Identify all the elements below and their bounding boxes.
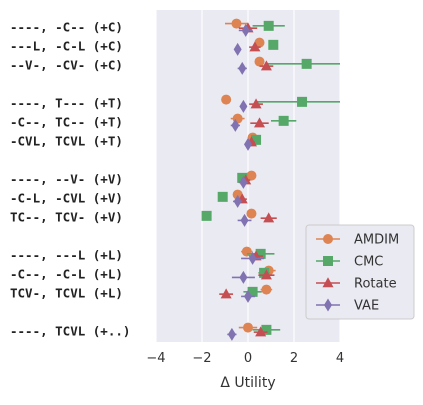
legend-marker — [323, 234, 333, 244]
y-tick-label: TCV-, TCVL (+L) — [10, 286, 123, 301]
legend-marker — [324, 298, 332, 312]
data-point — [260, 60, 272, 71]
y-tick-label: ----, TCVL (+..) — [10, 324, 130, 339]
series-cmc — [201, 20, 340, 335]
data-point — [259, 267, 270, 278]
data-point — [254, 117, 265, 128]
y-tick-label: TC--, TCV- (+V) — [10, 210, 123, 225]
data-point — [255, 326, 267, 337]
data-point — [261, 324, 272, 335]
series-amdim — [221, 18, 276, 333]
data-point — [217, 191, 228, 202]
data-point — [201, 210, 212, 221]
data-point — [250, 98, 262, 109]
legend-marker — [323, 256, 333, 266]
data-point — [301, 58, 312, 69]
data-point — [263, 212, 275, 223]
y-tick-label: -CVL, TCVL (+T) — [10, 134, 123, 149]
x-tick-label: 2 — [290, 351, 298, 366]
data-marks — [201, 18, 340, 341]
data-point — [220, 288, 232, 299]
data-point — [241, 23, 250, 37]
x-tick-label: −2 — [192, 351, 211, 366]
x-axis-ticks: −4 −2 0 2 4 — [146, 351, 344, 366]
data-point — [247, 286, 258, 297]
y-tick-label: ----, ---L (+L) — [10, 248, 123, 263]
y-tick-label: -C--, TC-- (+T) — [10, 115, 123, 130]
data-point — [246, 208, 257, 219]
legend-label: AMDIM — [354, 233, 399, 248]
legend-label: VAE — [354, 299, 379, 314]
legend-marker — [322, 277, 334, 288]
x-tick-label: −4 — [146, 351, 165, 366]
data-point — [254, 56, 265, 67]
data-point — [233, 42, 242, 56]
data-point — [261, 284, 272, 295]
x-tick-label: 4 — [336, 351, 344, 366]
data-point — [231, 18, 242, 29]
data-point — [268, 39, 279, 50]
y-tick-label: -C--, -C-L (+L) — [10, 267, 123, 282]
y-tick-label: ----, -C-- (+C) — [10, 20, 123, 35]
y-tick-label: --V-, -CV- (+C) — [10, 58, 123, 73]
y-tick-label: -C-L, -CVL (+V) — [10, 191, 123, 206]
legend-label: CMC — [354, 255, 383, 270]
data-point — [233, 194, 242, 208]
y-tick-label: ----, T--- (+T) — [10, 96, 123, 111]
data-point — [254, 37, 265, 48]
data-point — [239, 270, 248, 284]
data-point — [241, 246, 252, 257]
series-vae — [227, 23, 265, 341]
data-point — [232, 189, 243, 200]
data-point — [248, 251, 257, 265]
data-point — [239, 99, 248, 113]
y-tick-label: ----, --V- (+V) — [10, 172, 123, 187]
data-point — [244, 289, 252, 303]
data-point — [260, 269, 272, 280]
data-point — [231, 118, 240, 132]
data-point — [251, 134, 262, 145]
legend-label: Rotate — [354, 277, 397, 292]
data-point — [249, 41, 261, 52]
data-point — [255, 248, 266, 259]
data-point — [238, 61, 247, 75]
y-tick-label: ---L, -C-L (+C) — [10, 39, 123, 54]
data-point — [246, 170, 257, 181]
data-point — [263, 20, 274, 31]
x-axis-label: Δ Utility — [220, 375, 275, 391]
x-tick-label: 0 — [244, 351, 252, 366]
data-point — [240, 213, 249, 227]
legend-box — [305, 224, 415, 320]
data-point — [243, 322, 253, 333]
data-point — [244, 137, 252, 151]
data-point — [227, 327, 236, 341]
data-point — [239, 175, 248, 189]
data-point — [297, 96, 308, 107]
data-point — [278, 115, 289, 126]
data-point — [221, 94, 232, 105]
legend: AMDIM CMC Rotate VAE — [305, 224, 415, 320]
y-axis-labels: ----, -C-- (+C) ---L, -C-L (+C) --V-, -CV-… — [10, 20, 130, 339]
